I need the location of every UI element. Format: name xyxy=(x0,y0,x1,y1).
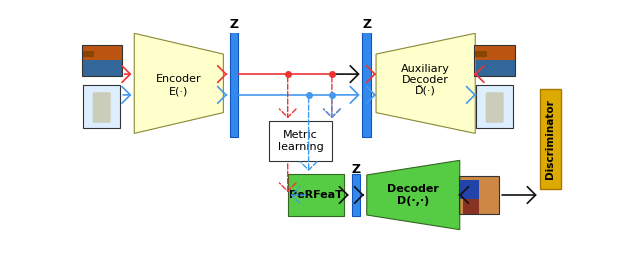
Text: Auxiliary: Auxiliary xyxy=(401,64,450,75)
Bar xyxy=(230,30,239,137)
Bar xyxy=(288,174,344,216)
Bar xyxy=(474,51,486,57)
Text: D(·,·): D(·,·) xyxy=(397,196,429,206)
Bar xyxy=(351,174,360,216)
Bar xyxy=(459,176,499,214)
Text: Encoder: Encoder xyxy=(156,75,202,85)
Text: learning: learning xyxy=(278,142,323,152)
Text: Z: Z xyxy=(362,18,371,31)
Text: Z: Z xyxy=(230,18,239,31)
Bar xyxy=(81,45,122,60)
Bar xyxy=(459,180,479,199)
Text: D̃(·): D̃(·) xyxy=(415,86,436,96)
Polygon shape xyxy=(134,33,223,133)
Text: Metric: Metric xyxy=(283,130,318,140)
Bar xyxy=(269,121,332,161)
Bar xyxy=(474,45,515,60)
Bar xyxy=(83,85,120,128)
Text: Decoder: Decoder xyxy=(402,75,449,85)
Text: Discriminator: Discriminator xyxy=(545,99,556,179)
Bar xyxy=(476,85,513,128)
Bar xyxy=(540,89,561,189)
Bar xyxy=(463,199,479,214)
FancyBboxPatch shape xyxy=(93,92,111,123)
Text: E(·): E(·) xyxy=(169,86,189,96)
Bar xyxy=(362,30,371,137)
Bar xyxy=(81,60,122,76)
Text: Z: Z xyxy=(351,163,360,176)
Polygon shape xyxy=(367,160,460,230)
FancyBboxPatch shape xyxy=(486,92,504,123)
Bar xyxy=(81,45,122,76)
Bar xyxy=(459,176,499,214)
Text: PeRFeaT: PeRFeaT xyxy=(289,190,342,200)
Bar xyxy=(474,45,515,76)
Bar xyxy=(83,85,120,128)
Bar xyxy=(81,51,93,57)
Bar xyxy=(474,60,515,76)
Bar xyxy=(476,85,513,128)
Polygon shape xyxy=(376,33,476,133)
Text: Decoder: Decoder xyxy=(387,184,439,194)
